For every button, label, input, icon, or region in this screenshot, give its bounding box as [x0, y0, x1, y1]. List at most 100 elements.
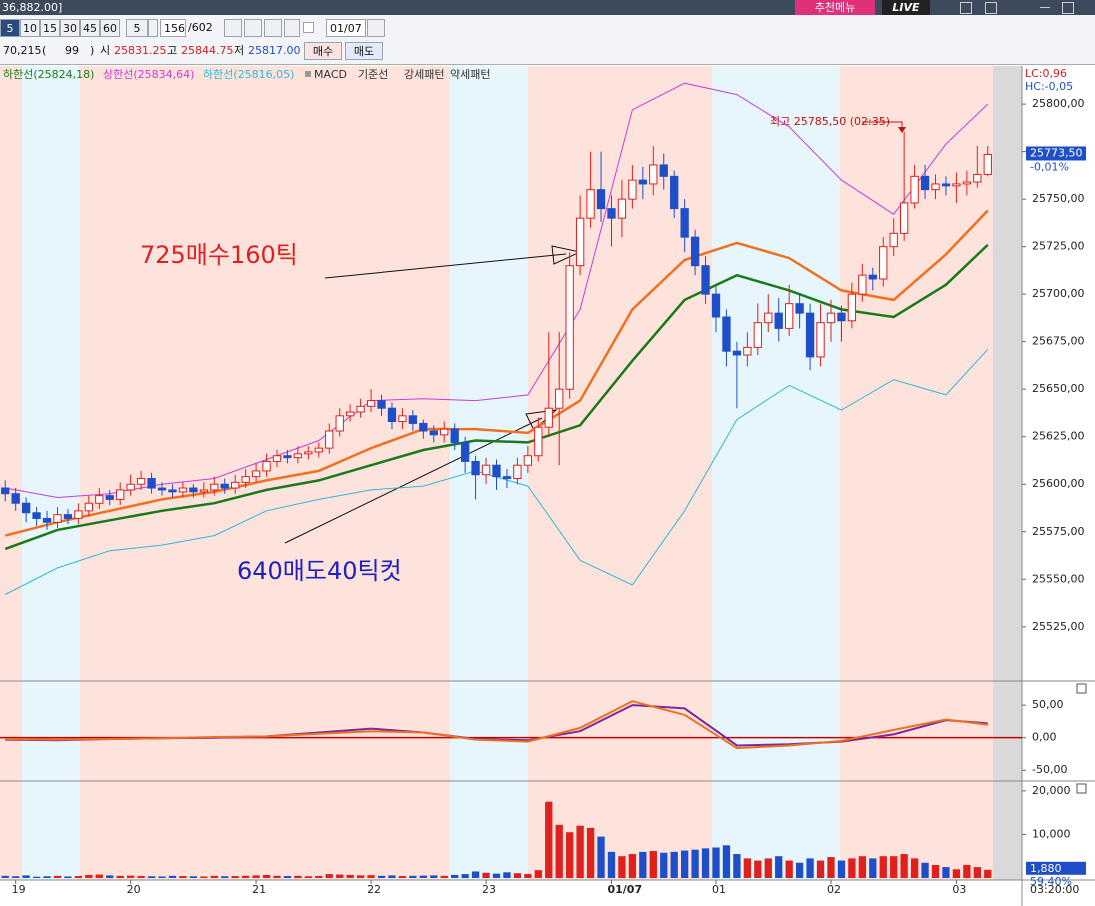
line-series	[5, 700, 988, 750]
legend-entry: 하한선(25824,18)	[3, 67, 94, 81]
candle-body	[973, 173, 982, 183]
volume-bar	[806, 858, 814, 878]
candle-body	[377, 400, 386, 409]
live-button[interactable]: LIVE	[882, 0, 930, 15]
candle-body	[879, 246, 888, 280]
legend: 하한선(25824,18) 상한선(25834,64) 하한선(25816,05) M…	[3, 67, 490, 81]
volume-bar	[952, 869, 961, 878]
sell-button[interactable]: 매도	[345, 42, 383, 60]
line-series	[4, 209, 989, 537]
volume-bar	[367, 875, 375, 878]
tool-button[interactable]	[264, 19, 282, 37]
calendar-button[interactable]	[367, 19, 385, 37]
candle-body	[157, 487, 167, 491]
volume-bar	[168, 875, 177, 878]
volume-bar	[137, 876, 145, 878]
bar-count[interactable]: 156	[160, 19, 186, 37]
title-bar: 36,882.00] 추천메뉴 LIVE	[0, 0, 1095, 15]
candle-body	[617, 198, 627, 219]
volume-bar	[503, 872, 511, 878]
quote-bar: 70,215 ( 99 ) 시 25831.25 고 25844.75 저 25…	[0, 40, 1095, 65]
menu-button[interactable]: 추천메뉴	[795, 0, 875, 15]
candle-body	[868, 274, 877, 280]
band-strong	[0, 66, 22, 880]
candle-body	[889, 232, 898, 248]
volume-bar	[618, 856, 626, 878]
dropdown[interactable]	[148, 19, 158, 37]
period-button[interactable]: 10	[20, 19, 40, 37]
y-tick-label: 25625,00	[1032, 430, 1085, 443]
candle-body	[565, 265, 574, 390]
volume-bar	[513, 873, 522, 878]
candle-body	[983, 153, 992, 175]
annotation: 최고 25785,50 (02:35)	[770, 115, 890, 128]
buy-button[interactable]: 매수	[304, 42, 342, 60]
volume-bar	[858, 856, 867, 878]
session-bands	[0, 66, 1022, 880]
volume-bar	[210, 875, 218, 878]
legend-entry: 강세패턴	[404, 68, 444, 81]
volume-bar	[712, 847, 720, 878]
checkbox[interactable]	[303, 22, 314, 33]
period-button[interactable]: 15	[40, 19, 60, 37]
candle-body	[366, 400, 376, 407]
period-button[interactable]: 45	[80, 19, 100, 37]
volume-bar	[336, 874, 344, 878]
candle-body	[680, 208, 689, 238]
volume-bar	[346, 874, 354, 878]
y-tick-label: 25550,00	[1032, 572, 1085, 585]
volume-bar	[743, 858, 752, 878]
minimize-icon[interactable]	[1040, 7, 1050, 8]
lc-label: LC:0,96	[1025, 67, 1067, 80]
candle-body	[398, 415, 407, 423]
candle-body	[722, 316, 731, 352]
candle-body	[84, 502, 94, 512]
volume-bar	[471, 871, 480, 878]
candle-body	[283, 455, 292, 459]
candle-body	[220, 483, 229, 489]
maximize-icon[interactable]	[1062, 2, 1074, 14]
volume-bar	[294, 875, 302, 878]
y-tick-label: 25650,00	[1032, 382, 1085, 395]
period-button[interactable]: 60	[100, 19, 120, 37]
candle-body	[440, 428, 449, 436]
candle-body	[732, 350, 742, 356]
y-tick-label: 25575,00	[1032, 525, 1085, 538]
line-series	[5, 82, 989, 499]
annotation: 640매도40틱컷	[237, 557, 402, 585]
volume-bar	[262, 874, 271, 878]
qty-field: 99	[65, 44, 79, 57]
volume-bar	[147, 876, 156, 878]
candle-body	[670, 175, 679, 210]
volume-bar	[106, 875, 114, 878]
candle-body	[962, 181, 972, 185]
close-icon[interactable]	[1076, 683, 1087, 694]
period-button[interactable]: 30	[60, 19, 80, 37]
x-tick-label: 20	[127, 883, 141, 896]
close-icon[interactable]	[1076, 783, 1087, 794]
candle-body	[847, 293, 857, 322]
candle-body	[649, 164, 658, 185]
count-select[interactable]: 5	[126, 19, 148, 37]
volume-bar	[241, 875, 250, 878]
high-label: 고	[167, 44, 178, 57]
candle-body	[136, 478, 146, 485]
paren: )	[90, 44, 95, 57]
annotation-arrow	[324, 253, 567, 279]
future-strip	[993, 66, 1022, 880]
tool-button[interactable]	[224, 19, 242, 37]
legend-entry: MACD	[314, 68, 347, 81]
candle-body	[701, 265, 710, 295]
volume-bar	[304, 876, 313, 878]
candle-body	[753, 322, 762, 348]
candle-body	[210, 483, 219, 491]
x-tick-label: 21	[252, 883, 266, 896]
date-field[interactable]: 01/07	[326, 19, 366, 37]
tool-button[interactable]	[244, 19, 262, 37]
volume-bar	[586, 827, 595, 878]
window-icon[interactable]	[985, 2, 997, 14]
window-icon[interactable]	[960, 2, 972, 14]
settings-button[interactable]	[284, 19, 300, 37]
volume-bar	[910, 858, 919, 878]
period-button[interactable]: 5	[0, 19, 20, 37]
